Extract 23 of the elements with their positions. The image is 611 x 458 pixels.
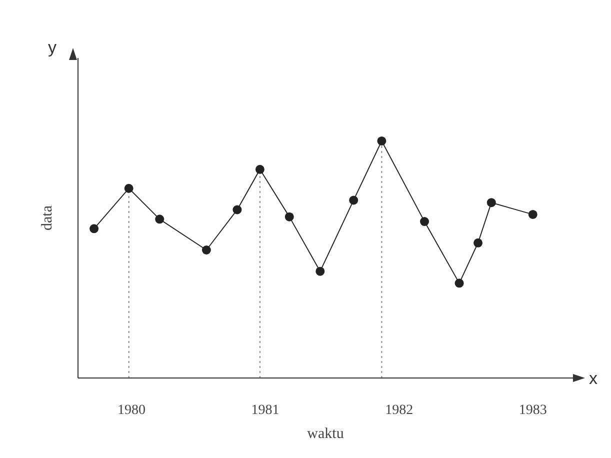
x-tick-label: 1982 bbox=[385, 402, 414, 418]
x-tick-label: 1980 bbox=[118, 402, 146, 418]
text: x bbox=[589, 369, 598, 388]
point bbox=[316, 266, 325, 276]
text: y bbox=[48, 38, 57, 57]
point bbox=[202, 246, 211, 254]
point bbox=[420, 217, 429, 226]
point bbox=[528, 210, 538, 219]
point bbox=[124, 184, 134, 193]
x-tick-label: 1981 bbox=[251, 402, 280, 418]
point bbox=[155, 214, 164, 224]
x-tick-label: 1983 bbox=[518, 402, 547, 418]
x-axis-title: waktu bbox=[307, 426, 344, 442]
point bbox=[349, 196, 358, 205]
y-axis-title: data bbox=[39, 205, 56, 230]
point bbox=[454, 278, 464, 288]
point bbox=[377, 136, 386, 146]
point bbox=[232, 205, 242, 214]
point bbox=[284, 212, 294, 222]
point bbox=[474, 238, 483, 248]
point bbox=[486, 198, 496, 208]
point bbox=[90, 224, 99, 234]
point bbox=[255, 164, 264, 174]
